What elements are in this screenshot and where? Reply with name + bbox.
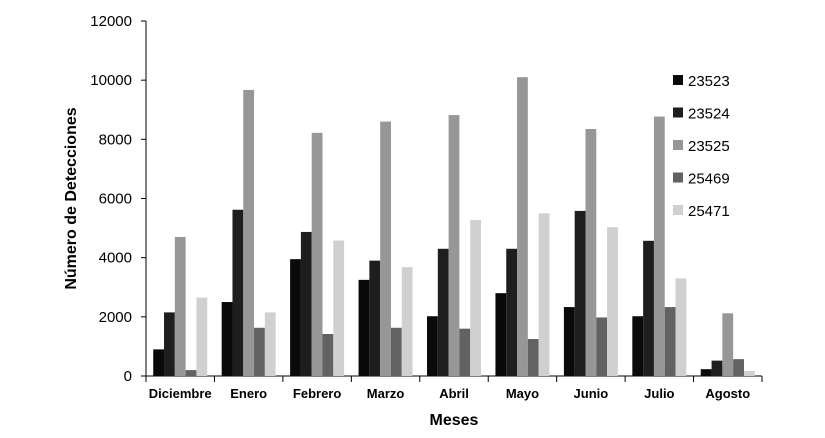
y-tick-label: 2000 bbox=[99, 309, 132, 326]
bar-25471-marzo bbox=[401, 267, 413, 376]
x-category-label: Enero bbox=[230, 386, 267, 401]
x-axis-title: Meses bbox=[430, 412, 479, 429]
bar-25469-agosto bbox=[733, 359, 744, 376]
y-axis-title: Número de Detecciones bbox=[63, 107, 80, 289]
legend-swatch bbox=[673, 107, 683, 118]
bar-23524-marzo bbox=[369, 260, 381, 377]
bar-25469-febrero bbox=[322, 333, 334, 376]
bar-23524-diciembre bbox=[164, 312, 175, 376]
bar-25469-junio bbox=[596, 317, 608, 376]
bar-23524-febrero bbox=[300, 231, 312, 376]
bar-23523-marzo bbox=[358, 279, 370, 376]
bar-23523-diciembre bbox=[153, 349, 165, 377]
bar-25471-enero bbox=[264, 312, 276, 376]
y-tick-label: 0 bbox=[124, 368, 132, 385]
bar-23524-julio bbox=[643, 240, 654, 376]
bar-25471-agosto bbox=[743, 370, 755, 376]
bar-23525-agosto bbox=[722, 313, 734, 376]
x-axis: Diciembre Enero Febrero Marzo Abril Mayo Junio… bbox=[145, 375, 763, 401]
legend-label: 25469 bbox=[688, 171, 730, 188]
y-tick-label: 8000 bbox=[99, 131, 132, 148]
bar-23525-abril bbox=[448, 115, 460, 376]
bar-23523-febrero bbox=[290, 259, 301, 376]
legend-swatch bbox=[673, 140, 683, 150]
bar-23523-enero bbox=[221, 302, 233, 376]
legend: 23523 23524 23525 25469 25471 bbox=[673, 73, 730, 220]
x-category-label: Agosto bbox=[705, 386, 750, 401]
bar-23523-junio bbox=[563, 307, 575, 376]
legend-label: 23523 bbox=[688, 73, 730, 90]
bar-25471-diciembre bbox=[196, 297, 208, 376]
bar-23525-mayo bbox=[517, 77, 528, 377]
y-tick-label: 4000 bbox=[99, 250, 132, 267]
bar-25469-abril bbox=[459, 328, 471, 376]
bar-23524-abril bbox=[437, 248, 449, 376]
legend-swatch bbox=[673, 172, 683, 183]
bar-23525-febrero bbox=[311, 132, 323, 376]
x-category-label: Junio bbox=[574, 386, 609, 401]
bar-23525-diciembre bbox=[174, 236, 186, 376]
x-category-label: Febrero bbox=[293, 386, 341, 401]
bar-25469-diciembre bbox=[185, 370, 197, 376]
bar-23523-mayo bbox=[495, 293, 507, 376]
legend-label: 23525 bbox=[688, 138, 730, 155]
y-tick-label: 12000 bbox=[90, 13, 132, 30]
bar-23525-enero bbox=[243, 89, 255, 377]
bar-23524-enero bbox=[232, 209, 244, 376]
x-category-label: Abril bbox=[439, 386, 469, 401]
bar-23525-julio bbox=[653, 116, 665, 377]
bar-25469-mayo bbox=[527, 339, 539, 376]
y-tick-label: 6000 bbox=[99, 191, 132, 208]
legend-swatch bbox=[673, 75, 683, 85]
bar-25471-junio bbox=[607, 227, 618, 376]
bar-23524-junio bbox=[574, 210, 586, 376]
x-category-label: Diciembre bbox=[149, 386, 212, 401]
legend-swatch bbox=[673, 205, 683, 215]
bar-23523-abril bbox=[427, 316, 438, 376]
bar-23523-julio bbox=[632, 316, 644, 376]
bar-25469-enero bbox=[254, 327, 265, 376]
bar-23523-agosto bbox=[700, 369, 712, 376]
y-axis: 0 2000 4000 6000 8000 10000 12000 bbox=[90, 13, 147, 385]
bar-23524-mayo bbox=[506, 248, 518, 376]
bar-25471-abril bbox=[470, 220, 481, 376]
bar-25471-febrero bbox=[333, 240, 345, 376]
bars bbox=[153, 77, 755, 377]
bar-25469-marzo bbox=[390, 327, 402, 376]
bar-23525-junio bbox=[585, 128, 597, 376]
x-category-label: Julio bbox=[644, 386, 674, 401]
y-tick-label: 10000 bbox=[90, 72, 132, 89]
x-category-label: Marzo bbox=[367, 386, 405, 401]
legend-label: 25471 bbox=[688, 203, 730, 220]
bar-25471-mayo bbox=[538, 213, 550, 376]
x-category-label: Mayo bbox=[506, 386, 539, 401]
legend-label: 23524 bbox=[688, 106, 730, 123]
bar-23524-agosto bbox=[711, 360, 723, 376]
bar-25471-julio bbox=[675, 278, 687, 377]
bar-23525-marzo bbox=[380, 121, 391, 376]
bar-25469-julio bbox=[664, 307, 676, 376]
